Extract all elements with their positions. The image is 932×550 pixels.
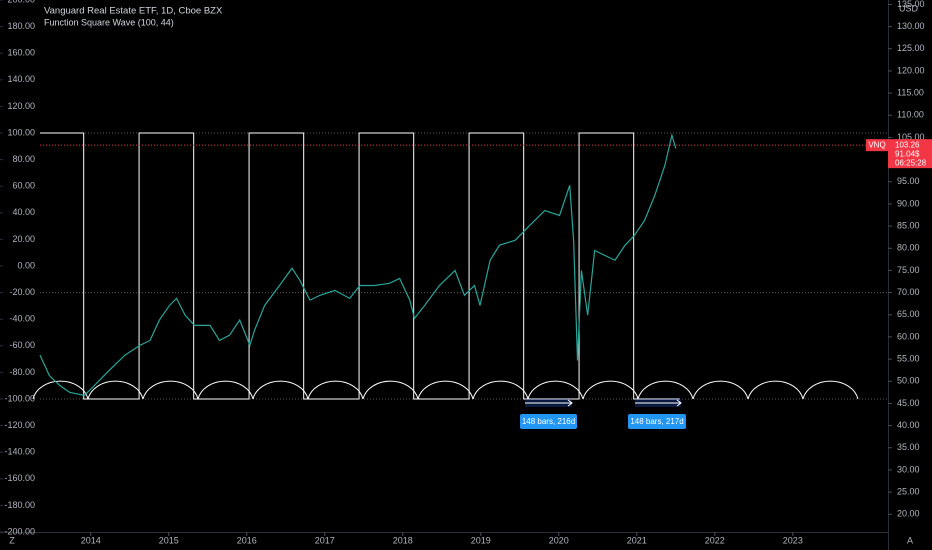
measure-label: 148 bars, 217d	[630, 417, 683, 426]
x-tick-label: 2021	[627, 535, 647, 545]
symbol-label: VNQ	[868, 140, 885, 149]
x-tick-label: 2015	[159, 535, 179, 545]
measure-arrowhead	[676, 399, 682, 407]
y-tick-label: 80.00	[12, 154, 35, 164]
y2-tick-label: 35.00	[897, 442, 920, 452]
measure-box	[628, 414, 686, 429]
measure-box	[520, 414, 577, 429]
y2-tick-label: 30.00	[897, 464, 920, 474]
y-tick-label: 200.00	[7, 0, 35, 4]
measure-arrowhead	[567, 399, 573, 407]
square-wave	[40, 132, 680, 400]
y2-tick-label: 25.00	[897, 486, 920, 496]
y-tick-label: -120.00	[4, 420, 35, 430]
y-tick-label: -100.00	[4, 393, 35, 403]
y2-tick-label: 85.00	[897, 220, 920, 230]
indicator-arc	[472, 380, 529, 400]
price-tag-label: 06:25:28	[895, 158, 927, 167]
x-tick-label: 2020	[549, 535, 569, 545]
y-tick-label: 60.00	[12, 181, 35, 191]
y2-tick-label: 55.00	[897, 353, 920, 363]
indicator-arc	[692, 380, 749, 400]
y-tick-label: 160.00	[7, 48, 35, 58]
y-tick-label: 120.00	[7, 101, 35, 111]
indicator-arc	[582, 380, 639, 400]
y-tick-label: 180.00	[7, 21, 35, 31]
y2-tick-label: 45.00	[897, 398, 920, 408]
y2-tick-label: 95.00	[897, 176, 920, 186]
indicator-arc	[637, 380, 694, 400]
y-tick-label: -200.00	[4, 526, 35, 536]
y-tick-label: -80.00	[9, 367, 35, 377]
measure-label: 148 bars, 216d	[522, 417, 575, 426]
y-tick-label: -40.00	[9, 314, 35, 324]
x-tick-label: 2023	[783, 535, 803, 545]
y-tick-label: -20.00	[9, 287, 35, 297]
y2-tick-label: 80.00	[897, 243, 920, 253]
y2-tick-label: 135.00	[897, 0, 925, 9]
y2-tick-label: 110.00	[897, 110, 924, 120]
y2-tick-label: 130.00	[897, 21, 925, 31]
x-tick-label: 2014	[81, 535, 101, 545]
y2-tick-label: 125.00	[897, 43, 925, 53]
price-tag	[888, 139, 932, 169]
price-tag-label: 91.04$	[895, 149, 920, 158]
indicator-arc	[142, 380, 199, 400]
x-tick-label: 2018	[393, 535, 413, 545]
y2-tick-label: 70.00	[897, 287, 920, 297]
y2-tick-label: 65.00	[897, 309, 920, 319]
y2-tick-label: 20.00	[897, 509, 920, 519]
indicator-arc	[32, 380, 89, 400]
control[interactable]: A	[907, 535, 913, 545]
x-tick-label: 2022	[705, 535, 725, 545]
indicator-arc	[802, 380, 859, 400]
x-tick-label: 2017	[315, 535, 335, 545]
indicator-arc	[362, 380, 419, 400]
y-tick-label: -140.00	[4, 447, 35, 457]
y-tick-label: 140.00	[7, 74, 35, 84]
y-tick-label: 20.00	[12, 234, 35, 244]
indicator-title: Function Square Wave (100, 44)	[44, 17, 174, 27]
y2-tick-label: 120.00	[897, 65, 925, 75]
y2-tick-label: 105.00	[897, 132, 925, 142]
y-tick-label: 0.00	[17, 260, 35, 270]
y2-tick-label: 60.00	[897, 331, 920, 341]
indicator-arc	[747, 380, 804, 400]
y-tick-label: -160.00	[4, 473, 35, 483]
y2-tick-label: 115.00	[897, 87, 924, 97]
symbol-tag	[866, 139, 888, 152]
y2-tick-label: 75.00	[897, 265, 920, 275]
currency: USD	[899, 3, 919, 13]
y-tick-label: -180.00	[4, 500, 35, 510]
chart-title: Vanguard Real Estate ETF, 1D, Cboe BZX	[44, 6, 223, 17]
price-tag-label: 103.26	[895, 140, 920, 149]
price-line	[39, 132, 677, 397]
y2-tick-label: 40.00	[897, 420, 920, 430]
control[interactable]: Z	[9, 535, 15, 545]
indicator-arc	[252, 380, 309, 400]
y-tick-label: 40.00	[12, 207, 35, 217]
x-tick-label: 2019	[471, 535, 491, 545]
y2-tick-label: 90.00	[897, 198, 920, 208]
y-tick-label: 100.00	[7, 127, 35, 137]
x-tick-label: 2016	[237, 535, 257, 545]
y-tick-label: -60.00	[9, 340, 35, 350]
y2-tick-label: 50.00	[897, 376, 920, 386]
